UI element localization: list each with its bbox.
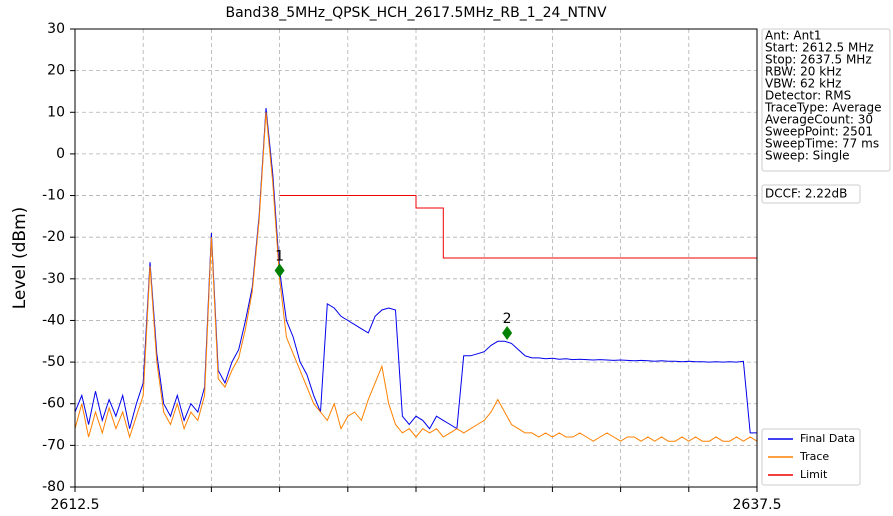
y-axis-label: Level (dBm) [10, 207, 30, 310]
y-tick-label: 0 [56, 146, 65, 162]
info-line: AverageCount: 30 [765, 113, 873, 127]
info-line: VBW: 62 kHz [765, 77, 841, 91]
y-tick-label: 10 [47, 104, 65, 120]
info-box [761, 28, 891, 172]
marker-label: 2 [503, 311, 512, 327]
legend-label: Trace [799, 450, 829, 463]
legend-label: Final Data [800, 432, 855, 445]
series-line [74, 112, 758, 442]
info-line: TraceType: Average [764, 101, 882, 115]
info-line: Sweep: Single [765, 149, 850, 163]
plot-frame [74, 28, 758, 488]
info-line: RBW: 20 kHz [765, 65, 842, 79]
y-tick-label: -10 [42, 188, 65, 204]
y-tick-label: -50 [42, 354, 65, 370]
info-line: SweepTime: 77 ms [765, 137, 879, 151]
series-line [74, 108, 757, 434]
legend-label: Limit [800, 468, 828, 481]
marker [502, 325, 513, 340]
y-tick-label: -60 [42, 396, 65, 412]
x-tick-label: 2612.5 [51, 497, 100, 513]
series-line [279, 195, 757, 259]
y-tick-label: 30 [47, 21, 65, 37]
info-line: Start: 2612.5 MHz [765, 41, 874, 55]
info-line: Ant: Ant1 [765, 29, 822, 43]
info-line: Detector: RMS [765, 89, 851, 103]
y-tick-label: -30 [42, 271, 65, 287]
y-tick-label: -70 [42, 437, 65, 453]
y-tick-label: -40 [42, 312, 65, 328]
y-tick-label: 20 [47, 63, 65, 79]
x-tick-label: 2637.5 [733, 497, 782, 513]
legend-box [761, 428, 861, 486]
info-line: SweepPoint: 2501 [765, 125, 873, 139]
y-tick-label: -20 [42, 229, 65, 245]
marker-label: 1 [275, 248, 284, 264]
dccf-box [761, 184, 861, 204]
chart-title: Band38_5MHz_QPSK_HCH_2617.5MHz_RB_1_24_N… [225, 5, 606, 21]
marker [274, 263, 285, 278]
info-line: Stop: 2637.5 MHz [765, 53, 872, 67]
dccf-text: DCCF: 2.22dB [765, 187, 847, 201]
y-tick-label: -80 [42, 479, 65, 495]
